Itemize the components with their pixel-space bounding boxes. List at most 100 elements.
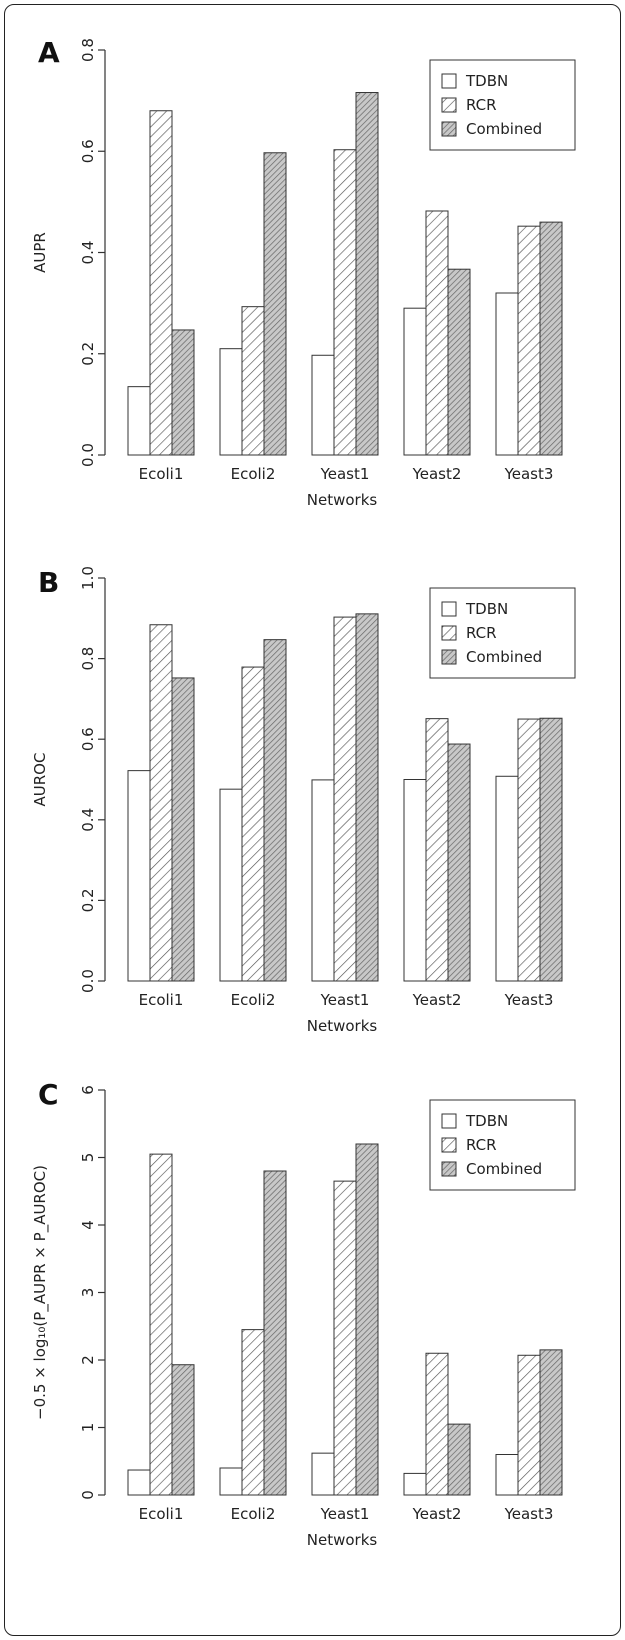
x-axis-title: Networks — [307, 491, 378, 509]
bar-combined-ecoli1 — [171, 677, 195, 982]
legend-swatch-rcr — [441, 97, 457, 113]
bar-rcr-ecoli1 — [149, 624, 173, 982]
bar-combined-yeast1 — [355, 1143, 379, 1496]
bar-rcr-yeast3 — [517, 225, 541, 456]
legend-label-combined: Combined — [466, 1160, 542, 1178]
bar-tdbn-yeast3 — [495, 775, 519, 982]
legend-swatch-rcr — [441, 1137, 457, 1153]
legend-label-rcr: RCR — [466, 96, 497, 114]
bar-rcr-ecoli2 — [241, 1329, 265, 1496]
x-tick-label: Ecoli1 — [139, 465, 184, 483]
legend-label-rcr: RCR — [466, 1136, 497, 1154]
bar-rcr-yeast1 — [333, 616, 357, 982]
bar-combined-yeast3 — [539, 221, 563, 456]
bar-rcr-yeast3 — [517, 1354, 541, 1496]
x-tick-label: Yeast3 — [504, 1505, 554, 1523]
bar-tdbn-yeast3 — [495, 292, 519, 456]
chart-panel-b: B 0.0 0.2 0.4 0.6 0.8 1.0 AUROC Ecoli1 Ecoli2 Yeas… — [31, 566, 576, 1035]
legend-label-tdbn: TDBN — [465, 1112, 508, 1130]
y-axis-title: −0.5 × log₁₀(P_AUPR × P_AUROC) — [31, 1165, 50, 1420]
bar-rcr-yeast1 — [333, 1180, 357, 1496]
bar-tdbn-ecoli2 — [219, 348, 243, 456]
x-tick-label: Yeast3 — [504, 991, 554, 1009]
bar-rcr-ecoli1 — [149, 110, 173, 456]
x-tick-label: Yeast1 — [320, 991, 370, 1009]
legend-swatch-tdbn — [441, 73, 457, 89]
chart-panel-a: A 0.0 0.2 0.4 0.6 0.8 AUPR Ecoli1 Ecoli2 Yeast1 Ye… — [31, 36, 576, 509]
bar-rcr-yeast2 — [425, 718, 449, 982]
bar-combined-yeast3 — [539, 717, 563, 982]
bar-combined-ecoli1 — [171, 1364, 195, 1496]
bar-tdbn-ecoli2 — [219, 1467, 243, 1496]
x-tick-label: Ecoli1 — [139, 1505, 184, 1523]
legend-swatch-combined — [441, 121, 457, 137]
bar-tdbn-yeast3 — [495, 1454, 519, 1496]
x-tick-label: Yeast2 — [412, 1505, 462, 1523]
x-axis-title: Networks — [307, 1531, 378, 1549]
bar-combined-yeast2 — [447, 743, 471, 982]
bar-tdbn-yeast2 — [403, 1472, 427, 1496]
y-tick-label: 0.4 — [79, 808, 97, 832]
legend-label-combined: Combined — [466, 120, 542, 138]
x-tick-label: Ecoli2 — [231, 465, 276, 483]
y-tick-label: 1.0 — [79, 566, 97, 590]
y-axis-title: AUPR — [31, 232, 49, 273]
bar-tdbn-yeast2 — [403, 307, 427, 456]
bar-combined-ecoli2 — [263, 639, 287, 982]
bar-tdbn-yeast1 — [311, 1452, 335, 1496]
legend-swatch-combined — [441, 1161, 457, 1177]
y-tick-label: 2 — [79, 1355, 97, 1365]
y-tick-label: 0.6 — [79, 727, 97, 751]
bar-tdbn-yeast1 — [311, 779, 335, 982]
y-tick-label: 3 — [79, 1288, 97, 1298]
y-tick-label: 0.2 — [79, 342, 97, 366]
panel-letter: B — [38, 566, 59, 599]
y-tick-label: 0.8 — [79, 38, 97, 62]
bar-combined-ecoli2 — [263, 1170, 287, 1496]
y-tick-label: 0.0 — [79, 443, 97, 467]
legend-swatch-tdbn — [441, 1113, 457, 1129]
x-tick-label: Yeast1 — [320, 465, 370, 483]
bar-tdbn-ecoli1 — [127, 1469, 151, 1496]
bar-rcr-yeast2 — [425, 210, 449, 456]
bar-combined-ecoli1 — [171, 329, 195, 456]
bar-combined-yeast3 — [539, 1349, 563, 1496]
bar-tdbn-ecoli1 — [127, 386, 151, 456]
legend-label-combined: Combined — [466, 648, 542, 666]
y-tick-label: 0.4 — [79, 241, 97, 265]
y-axis-title: AUROC — [31, 753, 49, 807]
legend-label-rcr: RCR — [466, 624, 497, 642]
bar-rcr-ecoli2 — [241, 666, 265, 982]
x-tick-label: Yeast1 — [320, 1505, 370, 1523]
y-tick-label: 6 — [79, 1085, 97, 1095]
x-tick-label: Ecoli2 — [231, 1505, 276, 1523]
y-tick-label: 0 — [79, 1490, 97, 1500]
bar-tdbn-yeast2 — [403, 779, 427, 982]
y-tick-label: 0.0 — [79, 969, 97, 993]
x-axis-title: Networks — [307, 1017, 378, 1035]
bar-combined-yeast2 — [447, 1423, 471, 1496]
legend-label-tdbn: TDBN — [465, 600, 508, 618]
x-tick-label: Ecoli1 — [139, 991, 184, 1009]
bar-combined-yeast1 — [355, 613, 379, 982]
y-tick-label: 0.8 — [79, 647, 97, 671]
bar-combined-yeast2 — [447, 268, 471, 456]
x-tick-label: Yeast3 — [504, 465, 554, 483]
y-tick-label: 5 — [79, 1153, 97, 1163]
legend-swatch-rcr — [441, 625, 457, 641]
x-tick-label: Yeast2 — [412, 465, 462, 483]
panel-letter: C — [38, 1078, 59, 1111]
x-tick-label: Ecoli2 — [231, 991, 276, 1009]
panel-letter: A — [38, 36, 60, 69]
x-tick-label: Yeast2 — [412, 991, 462, 1009]
y-tick-label: 1 — [79, 1423, 97, 1433]
bar-tdbn-ecoli1 — [127, 770, 151, 982]
y-tick-label: 0.2 — [79, 888, 97, 912]
bar-rcr-yeast3 — [517, 718, 541, 982]
bar-rcr-yeast1 — [333, 149, 357, 456]
bar-rcr-yeast2 — [425, 1352, 449, 1496]
bar-rcr-ecoli2 — [241, 306, 265, 456]
y-tick-label: 0.6 — [79, 139, 97, 163]
y-tick-label: 4 — [79, 1220, 97, 1230]
